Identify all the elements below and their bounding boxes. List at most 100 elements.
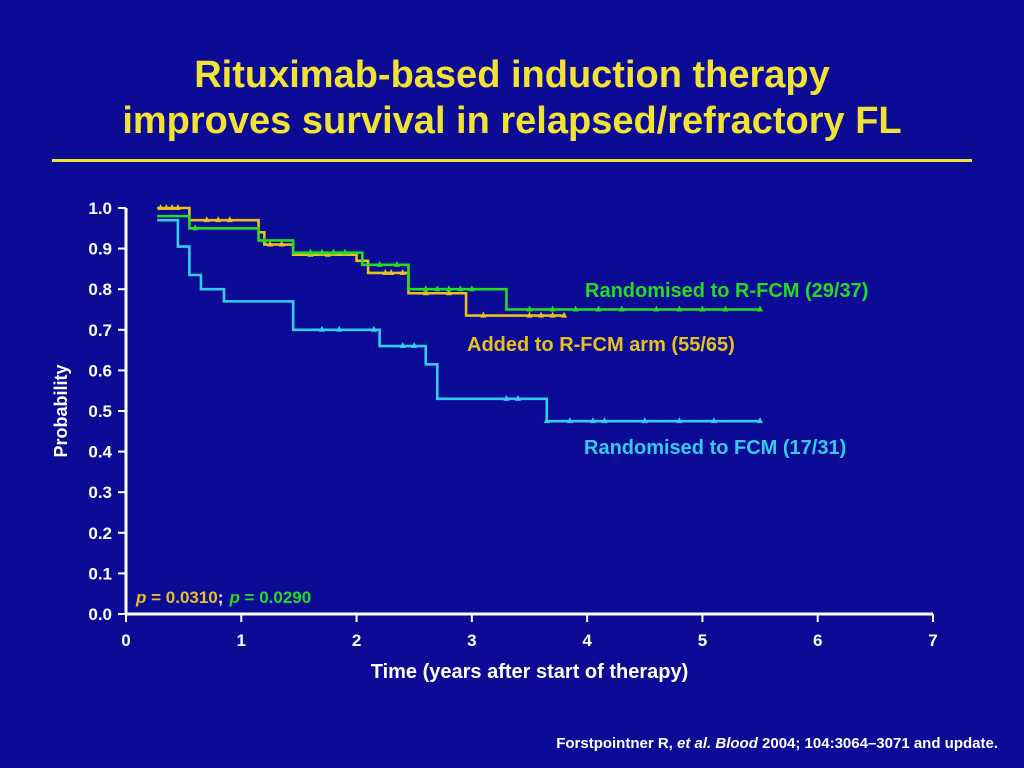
p2-symbol: p bbox=[228, 588, 239, 607]
censor-mark bbox=[393, 260, 400, 267]
y-tick-label: 0.9 bbox=[88, 240, 112, 259]
y-tick-label: 0.6 bbox=[88, 361, 112, 380]
censor-mark bbox=[422, 289, 429, 296]
censor-mark bbox=[318, 248, 325, 255]
censor-mark bbox=[157, 204, 164, 210]
censor-mark bbox=[445, 289, 452, 296]
chart-labels: Randomised to R-FCM (29/37) Added to R-FC… bbox=[467, 280, 868, 459]
x-tick-label: 5 bbox=[698, 631, 707, 650]
censor-mark bbox=[561, 311, 568, 318]
censor-mark bbox=[330, 248, 337, 255]
censor-mark bbox=[163, 204, 170, 210]
km-curve bbox=[157, 218, 761, 423]
censor-mark bbox=[399, 342, 406, 349]
y-tick-label: 0.0 bbox=[88, 605, 112, 624]
censor-mark bbox=[676, 417, 683, 424]
censor-mark bbox=[757, 417, 764, 424]
censor-mark bbox=[203, 216, 210, 223]
censor-mark bbox=[411, 342, 418, 349]
p2-value: = 0.0290 bbox=[240, 588, 311, 607]
y-tick-label: 0.5 bbox=[88, 402, 112, 421]
p1-symbol: p bbox=[135, 588, 146, 607]
title-line-1: Rituximab-based induction therapy bbox=[194, 54, 830, 96]
censor-mark bbox=[278, 240, 285, 247]
citation-details: 2004; 104:3064–3071 and update. bbox=[757, 735, 998, 752]
censor-mark bbox=[538, 311, 545, 318]
censor-mark bbox=[641, 417, 648, 424]
censor-mark bbox=[514, 394, 521, 401]
km-curve bbox=[157, 214, 761, 311]
x-tick-label: 7 bbox=[928, 631, 937, 650]
y-tick-label: 0.8 bbox=[88, 280, 112, 299]
censor-mark bbox=[676, 305, 683, 312]
title-line-2: improves survival in relapsed/refractory… bbox=[122, 100, 902, 142]
censor-mark bbox=[318, 325, 325, 332]
series-label: Added to R-FCM arm (55/65) bbox=[467, 334, 735, 356]
censor-mark bbox=[342, 248, 349, 255]
p1-value: = 0.0310 bbox=[146, 588, 217, 607]
censor-mark bbox=[618, 305, 625, 312]
censor-mark bbox=[549, 311, 556, 318]
censor-mark bbox=[722, 305, 729, 312]
citation-journal: et al. Blood bbox=[677, 735, 758, 752]
censor-mark bbox=[445, 285, 452, 292]
censor-mark bbox=[549, 305, 556, 312]
censor-mark bbox=[336, 325, 343, 332]
censor-mark bbox=[572, 305, 579, 312]
y-axis-label: Probability bbox=[51, 364, 71, 457]
x-tick-label: 2 bbox=[352, 631, 361, 650]
censor-mark bbox=[370, 325, 377, 332]
censor-mark bbox=[307, 248, 314, 255]
x-tick-label: 4 bbox=[582, 631, 592, 650]
censor-mark bbox=[399, 268, 406, 275]
censor-mark bbox=[267, 240, 274, 247]
y-tick-label: 1.0 bbox=[88, 199, 112, 218]
y-tick-label: 0.7 bbox=[88, 321, 112, 340]
censor-mark bbox=[457, 285, 464, 292]
chart-axes: 0.0 0.1 0.2 0.3 0.4 0.5 0.6 0.7 0.8 0.9 1.0 0 1 2 3 4 5 6… bbox=[51, 199, 938, 683]
x-tick-label: 0 bbox=[121, 631, 130, 650]
censor-mark bbox=[480, 311, 487, 318]
censor-mark bbox=[422, 285, 429, 292]
censor-mark bbox=[526, 311, 533, 318]
censor-mark bbox=[589, 417, 596, 424]
slide-title: Rituximab-based induction therapy improv… bbox=[0, 52, 1024, 144]
censor-mark bbox=[192, 224, 199, 231]
censor-mark bbox=[566, 417, 573, 424]
censor-mark bbox=[526, 305, 533, 312]
censor-mark bbox=[215, 216, 222, 223]
censor-mark bbox=[388, 268, 395, 275]
censor-mark bbox=[601, 417, 608, 424]
censor-mark bbox=[468, 285, 475, 292]
citation-author: Forstpointner R, bbox=[556, 735, 678, 752]
censor-mark bbox=[434, 285, 441, 292]
censor-mark bbox=[595, 305, 602, 312]
censor-mark bbox=[261, 236, 268, 243]
censor-mark bbox=[543, 417, 550, 424]
censor-mark bbox=[710, 417, 717, 424]
series-label: Randomised to R-FCM (29/37) bbox=[585, 280, 868, 302]
y-tick-label: 0.4 bbox=[88, 443, 112, 462]
censor-mark bbox=[169, 204, 176, 210]
x-tick-label: 1 bbox=[237, 631, 246, 650]
x-tick-label: 6 bbox=[813, 631, 822, 650]
censor-mark bbox=[699, 305, 706, 312]
censor-mark bbox=[376, 260, 383, 267]
y-tick-label: 0.3 bbox=[88, 483, 112, 502]
citation: Forstpointner R, et al. Blood 2004; 104:… bbox=[556, 735, 998, 752]
censor-mark bbox=[174, 204, 181, 210]
series-label: Randomised to FCM (17/31) bbox=[584, 437, 846, 459]
p-separator: ; bbox=[218, 588, 224, 607]
x-tick-label: 3 bbox=[467, 631, 476, 650]
p-value-annotation: p = 0.0310; p = 0.0290 bbox=[135, 588, 311, 607]
censor-mark bbox=[226, 216, 233, 223]
x-axis-label: Time (years after start of therapy) bbox=[371, 661, 689, 683]
y-tick-label: 0.1 bbox=[88, 564, 112, 583]
censor-mark bbox=[382, 268, 389, 275]
title-divider bbox=[52, 159, 972, 162]
chart-series bbox=[157, 204, 764, 424]
km-curve bbox=[157, 206, 565, 317]
censor-mark bbox=[757, 305, 764, 312]
censor-mark bbox=[653, 305, 660, 312]
